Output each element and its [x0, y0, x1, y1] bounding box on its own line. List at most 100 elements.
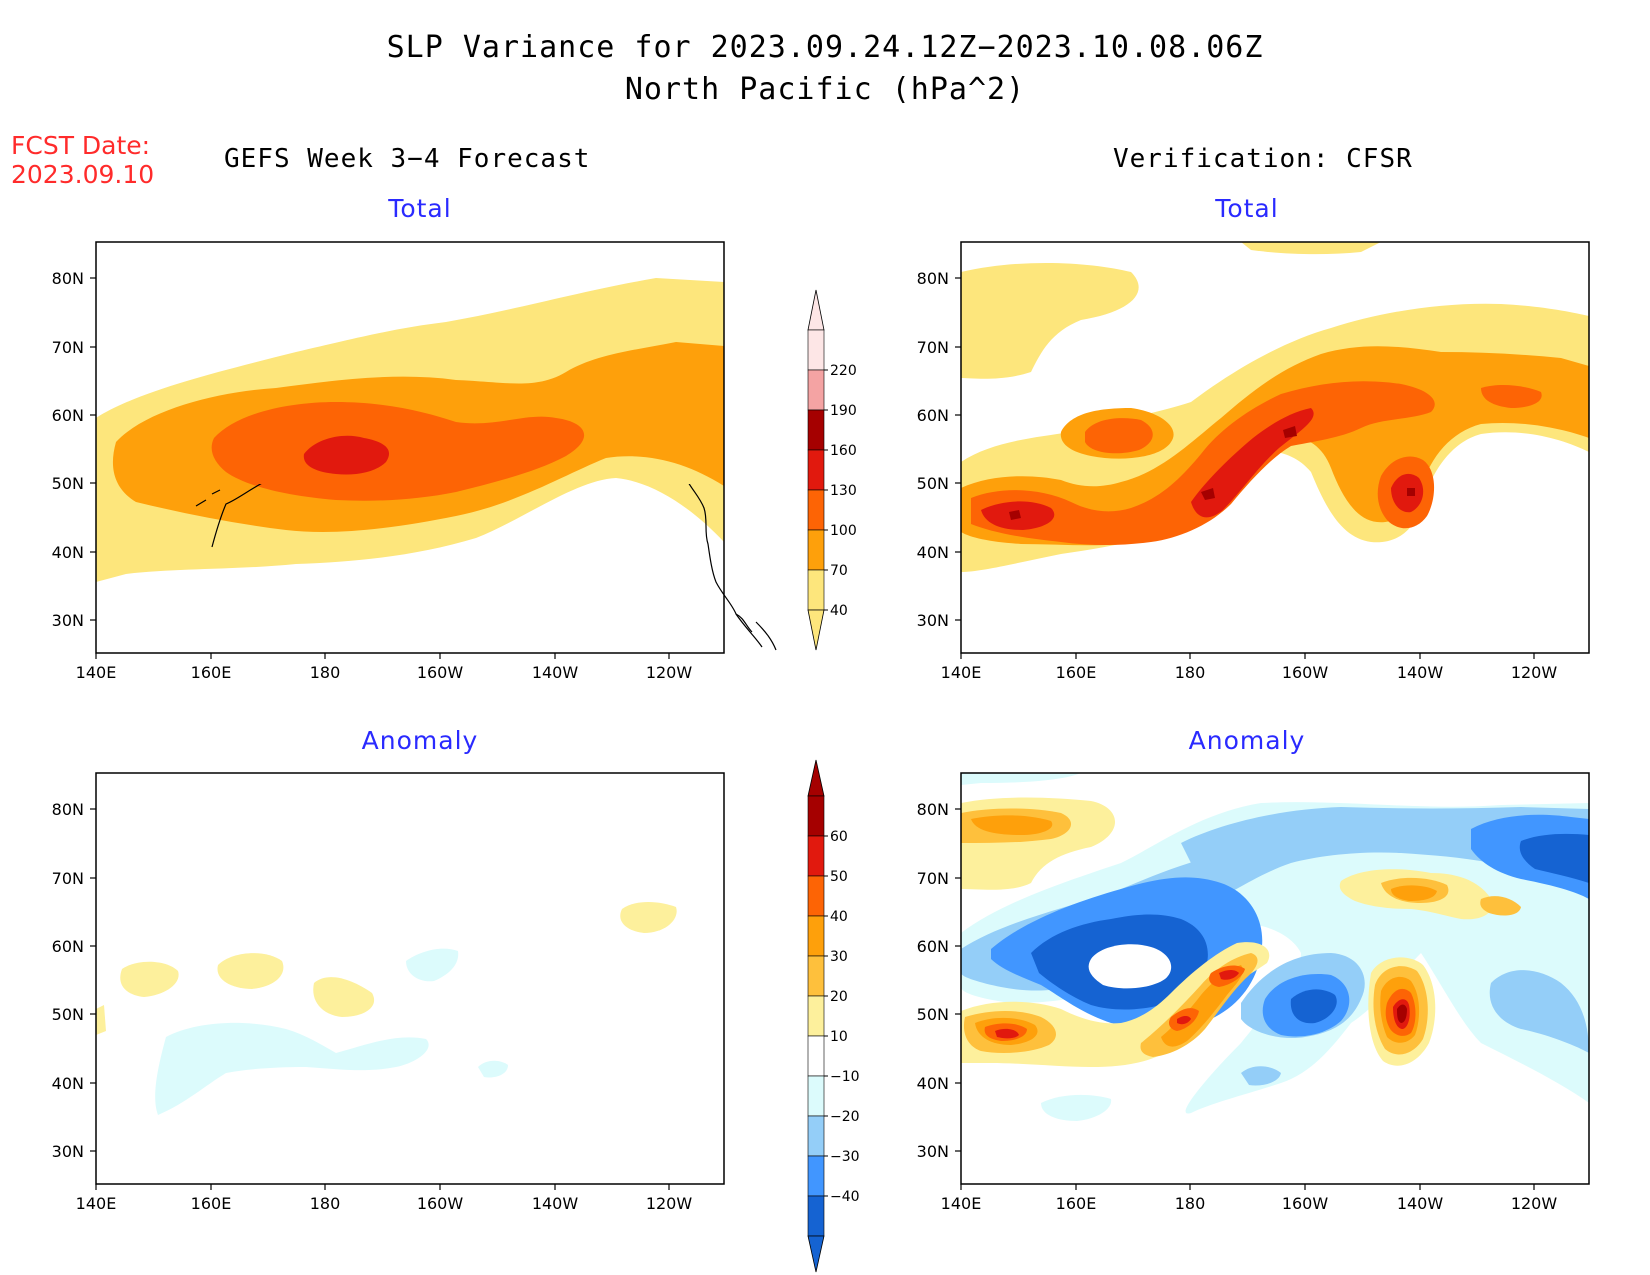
lon-tick-label: 140W [1397, 663, 1444, 682]
colorbar-segment [807, 449, 825, 491]
lat-tick-label: 60N [52, 937, 84, 956]
lat-tick-label: 40N [52, 1074, 84, 1093]
colorbar-label: 50 [830, 869, 848, 885]
colorbar-label: 40 [830, 603, 848, 619]
lon-tick-label: 160W [1282, 663, 1329, 682]
chart-title-line1: SLP Variance for 2023.09.24.12Z−2023.10.… [386, 30, 1264, 65]
lon-tick-label: 140W [1397, 1194, 1444, 1213]
colorbar-segment [807, 915, 825, 957]
lon-tick-label: 160E [191, 663, 232, 682]
lat-tick-label: 80N [917, 800, 949, 819]
panel-subtitle-gefs-anomaly: Anomaly [361, 726, 479, 755]
lat-tick-label: 80N [52, 269, 84, 288]
colorbar-label: 130 [830, 483, 857, 499]
panel-subtitle-cfsr-anomaly: Anomaly [1188, 726, 1306, 755]
contour-10 [120, 961, 179, 997]
colorbar-segment [807, 1155, 825, 1197]
colorbar-total: 220 190 160 130 100 70 40 [807, 289, 857, 651]
lat-tick-label: 70N [917, 338, 949, 357]
lon-tick-label: 160W [1282, 1194, 1329, 1213]
colorbar-anomaly: 60 50 40 30 20 10 −10 −20 −30 −40 [807, 759, 860, 1273]
colorbar-label: 60 [830, 829, 848, 845]
lat-tick-label: 50N [917, 1005, 949, 1024]
lat-tick-label: 80N [917, 269, 949, 288]
colorbar-segment [807, 795, 825, 837]
lon-tick-label: 120W [1511, 1194, 1558, 1213]
lat-tick-label: 80N [52, 800, 84, 819]
colorbar-label: 190 [830, 403, 857, 419]
map-panel-gefs-total [95, 241, 725, 654]
colorbar-label: 70 [830, 563, 848, 579]
lat-tick-label: 40N [52, 543, 84, 562]
colorbar-label: 10 [830, 1029, 848, 1045]
colorbar-label: −10 [830, 1069, 860, 1085]
colorbar-label: 40 [830, 909, 848, 925]
lon-tick-label: 120W [1511, 663, 1558, 682]
lat-tick-label: 30N [917, 1142, 949, 1161]
lat-tick-label: 70N [52, 869, 84, 888]
map-panel-cfsr-total [960, 241, 1590, 654]
contour-30 [971, 815, 1053, 835]
colorbar-top-arrow [807, 759, 825, 797]
contour-60 [1397, 1004, 1407, 1023]
colorbar-segment [807, 955, 825, 997]
colorbar-label: 30 [830, 949, 848, 965]
lat-tick-label: 70N [917, 869, 949, 888]
lon-tick-label: 120W [646, 1194, 693, 1213]
lat-tick-label: 70N [52, 338, 84, 357]
lon-tick-label: 120W [646, 663, 693, 682]
colorbar-label: 220 [830, 363, 857, 379]
panel-subtitle-gefs-total: Total [388, 194, 452, 223]
contour-70 [961, 346, 1589, 546]
lon-tick-label: 160E [191, 1194, 232, 1213]
colorbar-segment [807, 409, 825, 451]
right-column-header: Verification: CFSR [1113, 144, 1413, 174]
lat-tick-label: 50N [917, 474, 949, 493]
lat-tick-label: 30N [917, 611, 949, 630]
contour-100 [971, 381, 1435, 545]
colorbar-segment [807, 835, 825, 877]
colorbar-label: 20 [830, 989, 848, 1005]
lon-tick-label: 140W [532, 663, 579, 682]
colorbar-segment [807, 1075, 825, 1117]
colorbar-bottom-arrow [807, 609, 825, 651]
colorbar-segment [807, 529, 825, 571]
colorbar-segment [807, 995, 825, 1037]
colorbar-label: −30 [830, 1149, 860, 1165]
colorbar-label: −40 [830, 1189, 860, 1205]
map-panel-gefs-anomaly [95, 772, 725, 1185]
colorbar-top-arrow [807, 289, 825, 331]
lat-tick-label: 30N [52, 611, 84, 630]
lat-tick-label: 60N [52, 406, 84, 425]
lat-tick-label: 40N [917, 543, 949, 562]
colorbar-segment [807, 875, 825, 917]
lon-tick-label: 140W [532, 1194, 579, 1213]
contour-130 [303, 435, 390, 475]
contour-40 [961, 262, 1139, 379]
lon-tick-label: 140E [76, 663, 117, 682]
panel-subtitle-cfsr-total: Total [1215, 194, 1279, 223]
lon-tick-label: 140E [941, 663, 982, 682]
forecast-date-value: 2023.09.10 [11, 160, 155, 189]
colorbar-segment [807, 369, 825, 411]
contour-minus-10 [155, 1022, 429, 1115]
lat-tick-label: 50N [52, 474, 84, 493]
lon-tick-label: 160W [417, 1194, 464, 1213]
lon-tick-label: 160W [417, 663, 464, 682]
colorbar-segment [807, 1035, 825, 1077]
lon-tick-label: 180 [1175, 1194, 1206, 1213]
chart-title-line2: North Pacific (hPa^2) [624, 72, 1026, 107]
map-panel-cfsr-anomaly [960, 772, 1590, 1185]
lon-tick-label: 160E [1056, 1194, 1097, 1213]
left-column-header: GEFS Week 3−4 Forecast [224, 144, 591, 174]
colorbar-segment [807, 1195, 825, 1237]
lat-tick-label: 40N [917, 1074, 949, 1093]
lon-tick-label: 160E [1056, 663, 1097, 682]
lat-tick-label: 60N [917, 406, 949, 425]
lon-tick-label: 180 [1175, 663, 1206, 682]
colorbar-label: 160 [830, 443, 857, 459]
colorbar-segment [807, 1115, 825, 1157]
lat-tick-label: 30N [52, 1142, 84, 1161]
lon-tick-label: 140E [941, 1194, 982, 1213]
